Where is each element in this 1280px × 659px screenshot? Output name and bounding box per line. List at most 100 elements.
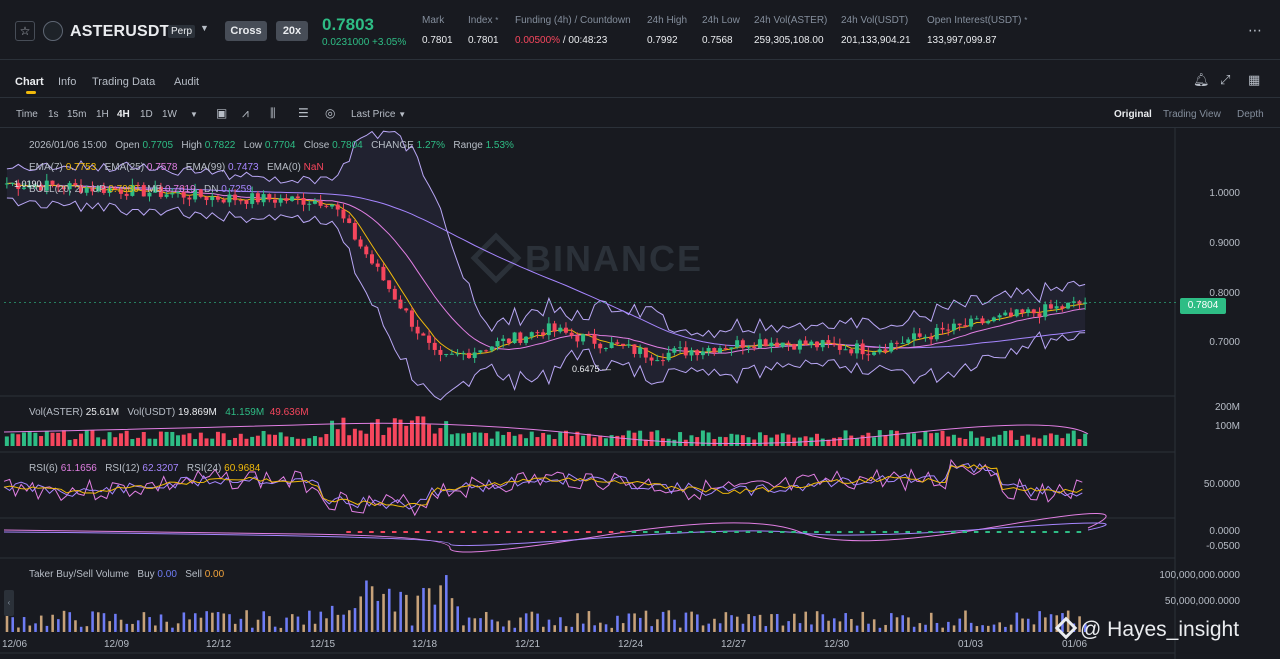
- interval-1w[interactable]: 1W: [162, 109, 177, 120]
- chart-scroll-handle[interactable]: ‹: [4, 590, 14, 616]
- candle-body: [649, 357, 654, 361]
- tab-trading-data[interactable]: Trading Data: [92, 76, 156, 88]
- favorite-star-icon[interactable]: ☆: [15, 21, 35, 41]
- taker-volume-bar: [405, 594, 408, 632]
- volume-bar: [512, 435, 517, 446]
- volume-bar: [1066, 433, 1071, 446]
- volume-bar: [307, 438, 312, 446]
- interval-4h[interactable]: 4H: [117, 109, 130, 120]
- taker-volume-bar: [1044, 617, 1047, 632]
- volume-bar: [735, 434, 740, 446]
- taker-volume-bar: [233, 623, 237, 632]
- taker-volume-bar: [467, 617, 471, 632]
- volume-bar: [387, 427, 392, 446]
- candle-body: [10, 182, 15, 184]
- macd-histogram-bar: [848, 531, 853, 533]
- candle-body: [746, 346, 751, 348]
- interval-1d[interactable]: 1D: [140, 109, 153, 120]
- taker-volume-bar: [74, 620, 77, 632]
- volume-bar: [963, 438, 968, 446]
- candle-body: [193, 189, 198, 200]
- view-trading-view[interactable]: Trading View: [1163, 109, 1221, 120]
- taker-volume-bar: [718, 623, 722, 632]
- indicators-icon[interactable]: ⩘: [242, 106, 249, 120]
- chart-area[interactable]: BINANCE 2026/01/06 15:00 Open 0.7705 Hig…: [0, 128, 1280, 659]
- volume-bar: [546, 434, 551, 446]
- volume-bar: [290, 437, 295, 446]
- macd-histogram-bar: [620, 531, 625, 533]
- credit-logo-icon: [1054, 616, 1078, 640]
- macd-histogram-bar: [642, 531, 648, 533]
- taker-volume-bar: [1049, 614, 1053, 632]
- candle-body: [575, 335, 580, 342]
- rsi6-line: [3, 458, 1083, 517]
- candle-body: [381, 266, 386, 281]
- macd-histogram-bar: [757, 531, 762, 533]
- interval-1s[interactable]: 1s: [48, 109, 59, 120]
- interval-more-icon[interactable]: ▼: [190, 110, 198, 119]
- symbol-dropdown-icon[interactable]: ▼: [200, 23, 209, 33]
- taker-volume-bar: [764, 626, 768, 632]
- taker-volume-bar: [547, 619, 551, 632]
- candle-body: [541, 332, 546, 336]
- candle-body: [118, 189, 123, 194]
- margin-mode-button[interactable]: Cross: [225, 21, 267, 41]
- candle-body: [826, 340, 831, 344]
- tab-audit[interactable]: Audit: [174, 76, 200, 88]
- candle-body: [695, 350, 700, 356]
- volume-bar: [872, 437, 877, 446]
- candle-body: [284, 198, 289, 201]
- candle-body: [718, 348, 723, 353]
- volume-bar: [911, 433, 916, 446]
- volume-bar: [854, 438, 859, 446]
- taker-volume-bar: [188, 619, 191, 632]
- taker-volume-bar: [365, 580, 368, 632]
- candle-body: [906, 339, 911, 343]
- interval-1h[interactable]: 1H: [96, 109, 109, 120]
- target-icon[interactable]: ◎: [325, 106, 336, 120]
- volume-bar: [946, 436, 951, 446]
- volume-bar: [718, 436, 723, 446]
- calendar-icon[interactable]: ▣: [216, 106, 228, 120]
- volume-bar: [404, 425, 409, 446]
- interval-time[interactable]: Time: [16, 109, 38, 120]
- alert-bell-icon[interactable]: 🔔︎: [1193, 72, 1210, 87]
- volume-bar: [883, 435, 888, 446]
- more-menu-icon[interactable]: ⋯: [1248, 22, 1262, 38]
- candle-body: [969, 318, 974, 327]
- candle-body: [815, 341, 819, 348]
- symbol-name[interactable]: ASTERUSDT: [70, 23, 170, 40]
- macd-histogram-bar: [859, 531, 865, 533]
- price-type-select[interactable]: Last Price ▼: [351, 109, 407, 120]
- volume-bar: [581, 435, 586, 446]
- tab-chart[interactable]: Chart: [15, 76, 44, 88]
- taker-volume-bar: [399, 591, 402, 632]
- macd-histogram-bar: [574, 531, 580, 533]
- volume-bar: [330, 420, 335, 446]
- taker-volume-bar: [228, 614, 231, 632]
- volume-bar: [375, 419, 380, 446]
- view-original[interactable]: Original: [1114, 109, 1152, 120]
- stat-24h-vol-aster: 24h Vol(ASTER) 259,305,108.00: [754, 15, 828, 46]
- volume-bar: [598, 435, 603, 446]
- taker-volume-bar: [770, 614, 773, 632]
- view-depth[interactable]: Depth: [1237, 109, 1264, 120]
- taker-volume-bar: [553, 625, 556, 632]
- tab-info[interactable]: Info: [58, 76, 77, 88]
- candle-body: [872, 352, 877, 355]
- candle-body: [261, 194, 266, 203]
- date-label: 01/06: [1062, 639, 1088, 650]
- leverage-button[interactable]: 20x: [276, 21, 308, 41]
- layout-grid-icon[interactable]: ▦: [1248, 72, 1261, 87]
- fullscreen-icon[interactable]: ⤢: [1220, 72, 1231, 87]
- taker-volume-bar: [787, 621, 790, 632]
- interval-15m[interactable]: 15m: [67, 109, 87, 120]
- taker-volume-bar: [45, 625, 49, 632]
- chart-type-icon[interactable]: ⫼: [270, 106, 276, 120]
- settings-sliders-icon[interactable]: ☰: [298, 106, 309, 120]
- volume-bar: [33, 432, 38, 446]
- volume-bar: [1077, 439, 1082, 446]
- volume-legend: Vol(ASTER) 25.61M Vol(USDT) 19.869M 41.1…: [29, 407, 309, 418]
- taker-volume-bar: [342, 614, 345, 632]
- candlestick-chart-svg[interactable]: [0, 128, 1280, 659]
